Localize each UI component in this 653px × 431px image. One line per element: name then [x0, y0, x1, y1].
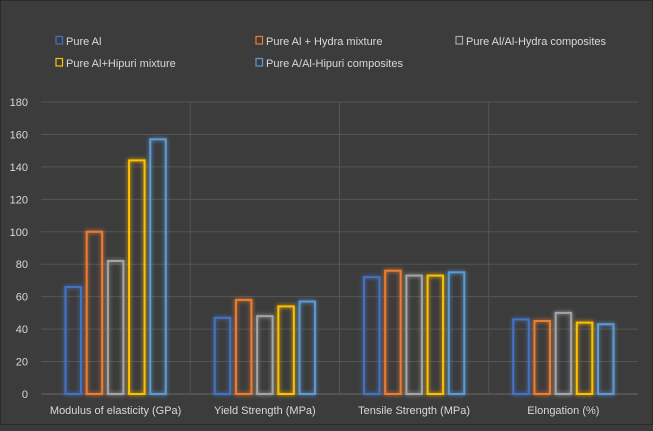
bar	[128, 159, 146, 395]
y-tick-label: 80	[16, 259, 28, 271]
y-tick-label: 120	[10, 194, 28, 206]
bar	[597, 323, 615, 395]
legend-label: Pure Al/Al-Hydra composites	[466, 36, 606, 48]
category-separators	[189, 102, 490, 394]
bars	[64, 138, 615, 396]
legend-swatch	[455, 35, 464, 45]
bar	[106, 259, 125, 395]
x-category-label: Modulus of elasticity (GPa)	[50, 405, 181, 417]
legend-swatch	[255, 57, 264, 67]
x-category-label: Tensile Strength (MPa)	[358, 405, 470, 417]
bar	[384, 269, 402, 396]
bar	[213, 316, 232, 395]
x-category-label: Yield Strength (MPa)	[214, 405, 316, 417]
bar	[512, 318, 530, 395]
y-tick-label: 180	[10, 97, 28, 109]
bar	[149, 138, 167, 395]
bar	[234, 298, 253, 395]
y-tick-label: 0	[22, 389, 28, 401]
y-tick-label: 20	[16, 357, 28, 369]
bar	[554, 311, 573, 395]
y-tick-label: 160	[10, 129, 28, 141]
bar	[405, 274, 423, 396]
legend-swatch	[55, 35, 64, 45]
legend-label: Pure Al + Hydra mixture	[266, 36, 382, 48]
legend-label: Pure Al	[66, 36, 101, 48]
y-tick-label: 60	[16, 292, 28, 304]
y-tick-label: 140	[10, 162, 28, 174]
bar	[85, 230, 104, 395]
bar	[298, 300, 317, 395]
bar	[277, 305, 295, 395]
x-axis-category-labels: Modulus of elasticity (GPa) Yield Strengt…	[50, 405, 600, 417]
legend-label: Pure A/Al-Hipuri composites	[266, 58, 403, 70]
legend: Pure Al Pure Al + Hydra mixture Pure Al/Al…	[55, 35, 606, 70]
bar	[426, 274, 445, 396]
y-axis-tick-labels: 0 20 40 60 80 100 120 140 160 180	[10, 97, 28, 401]
bar	[362, 276, 381, 396]
legend-swatch	[255, 35, 264, 45]
legend-label: Pure Al+Hipuri mixture	[66, 58, 176, 70]
x-category-label: Elongation (%)	[527, 405, 599, 417]
legend-swatch	[55, 57, 64, 67]
bar	[533, 320, 551, 395]
bar	[447, 271, 466, 396]
bar	[575, 321, 594, 395]
bar	[256, 315, 274, 395]
y-tick-label: 100	[10, 227, 28, 239]
y-tick-label: 40	[16, 324, 28, 336]
bar	[64, 285, 82, 395]
